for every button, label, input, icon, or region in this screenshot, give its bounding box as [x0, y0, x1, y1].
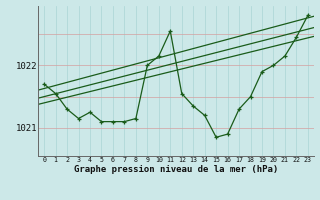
X-axis label: Graphe pression niveau de la mer (hPa): Graphe pression niveau de la mer (hPa) [74, 165, 278, 174]
